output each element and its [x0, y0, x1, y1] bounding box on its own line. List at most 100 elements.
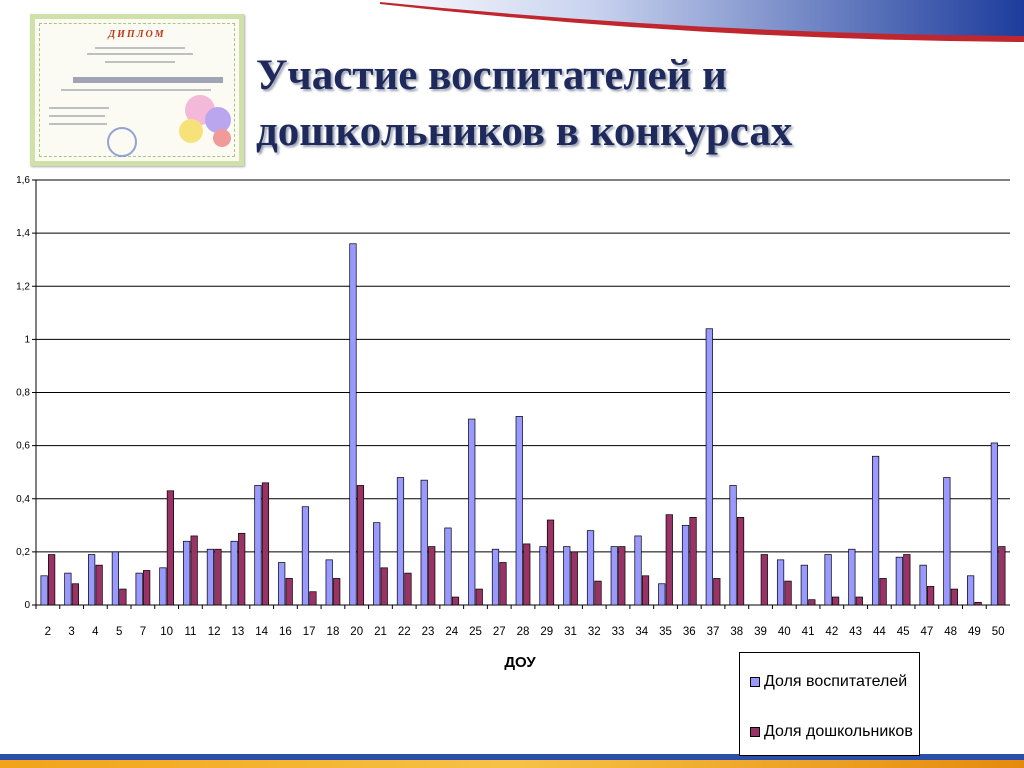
x-tick-label: 14: [255, 626, 268, 638]
bottom-bar-blue: [0, 754, 1024, 760]
x-tick-label: 25: [469, 626, 482, 638]
diploma-image: ДИПЛОМ: [30, 14, 244, 166]
legend-item-educators: Доля воспитателей: [750, 673, 907, 691]
bar-children: [784, 580, 792, 606]
bar-educators: [539, 546, 547, 606]
x-tick-label: 28: [517, 626, 530, 638]
bar-educators: [658, 583, 666, 606]
x-tick-label: 3: [68, 626, 74, 638]
x-tick-label: 23: [422, 626, 435, 638]
bar-educators: [563, 546, 571, 606]
diploma-text-line: [95, 47, 185, 49]
bar-children: [333, 578, 341, 606]
diploma-text-line: [49, 123, 107, 125]
bar-educators: [373, 522, 381, 606]
x-tick-label: 4: [92, 626, 99, 638]
bar-children: [95, 564, 103, 606]
x-tick-label: 20: [350, 626, 363, 638]
x-tick-label: 43: [849, 626, 862, 638]
bar-children: [143, 570, 151, 606]
bar-children: [261, 482, 270, 606]
bar-educators: [515, 416, 523, 606]
bar-children: [71, 583, 79, 606]
slide-title-line2: дошкольников в конкурсах: [256, 108, 793, 155]
x-tick-label: 12: [208, 626, 221, 638]
bar-children: [190, 535, 198, 606]
bar-educators: [800, 564, 808, 606]
diploma-text-line: [49, 107, 109, 109]
top-swoosh-red: [380, 2, 1024, 42]
bar-children: [475, 588, 483, 606]
bar-educators: [990, 442, 998, 606]
bar-educators: [705, 328, 713, 606]
x-tick-label: 10: [160, 626, 173, 638]
diploma-flower: [179, 119, 203, 143]
bar-children: [523, 543, 531, 606]
bar-children: [665, 514, 673, 606]
bar-children: [594, 580, 602, 606]
bar-children: [879, 578, 887, 606]
legend-swatch-educators: [750, 677, 760, 687]
x-tick-label: 38: [730, 626, 743, 638]
bar-children: [736, 516, 745, 606]
x-tick-label: 50: [992, 626, 1005, 638]
x-tick-label: 21: [374, 626, 387, 638]
bar-children: [48, 554, 56, 606]
bar-children: [285, 578, 293, 606]
bar-educators: [111, 551, 119, 606]
slide-title: Участие воспитателей и дошкольников в ко…: [256, 48, 956, 160]
chart-legend: Доля воспитателей Доля дошкольников: [739, 652, 920, 756]
legend-swatch-children: [750, 727, 760, 737]
y-tick-label: 1: [24, 334, 30, 345]
bar-educators: [681, 524, 690, 606]
legend-item-children: Доля дошкольников: [750, 723, 913, 741]
bar-educators: [88, 554, 96, 606]
bar-educators: [468, 418, 476, 606]
x-tick-label: 18: [327, 626, 340, 638]
bar-educators: [301, 506, 310, 606]
bar-educators: [159, 567, 167, 606]
x-tick-label: 2: [45, 626, 51, 638]
bar-chart: 00,20,40,60,811,21,41,62 3 4 5 7 10 11 12 13 14 16…: [16, 175, 1010, 670]
bar-children: [570, 551, 578, 606]
bar-educators: [491, 548, 500, 606]
bar-children: [380, 567, 388, 606]
bar-children: [831, 596, 840, 606]
bar-educators: [444, 527, 452, 606]
legend-label-educators: Доля воспитателей: [764, 673, 908, 690]
y-tick-label: 0,8: [16, 388, 30, 399]
x-tick-label: 13: [232, 626, 245, 638]
bar-children: [166, 490, 175, 606]
bar-educators: [824, 554, 832, 606]
bar-educators: [919, 564, 927, 606]
bar-educators: [871, 455, 880, 606]
y-tick-label: 1,6: [16, 175, 30, 186]
bar-children: [855, 596, 863, 606]
x-tick-label: 35: [659, 626, 672, 638]
y-tick-label: 0,4: [16, 494, 30, 505]
x-tick-label: 34: [635, 626, 648, 638]
bar-children: [451, 596, 460, 606]
bar-educators: [895, 556, 903, 606]
slide-title-line1: Участие воспитателей и: [256, 52, 727, 99]
x-tick-label: 39: [754, 626, 767, 638]
bar-children: [499, 562, 507, 606]
x-tick-label: 7: [140, 626, 146, 638]
bar-educators: [183, 540, 191, 606]
x-tick-label: 40: [778, 626, 791, 638]
diploma-stamp: [107, 127, 137, 157]
x-tick-label: 44: [873, 626, 886, 638]
x-tick-label: 29: [540, 626, 553, 638]
x-tick-label: 37: [707, 626, 720, 638]
bar-educators: [230, 540, 238, 606]
bar-children: [356, 485, 365, 606]
bar-children: [927, 586, 935, 606]
diploma-flower: [205, 107, 231, 133]
x-axis-title: ДОУ: [504, 654, 536, 670]
x-tick-label: 11: [184, 626, 196, 638]
bar-educators: [254, 485, 262, 606]
y-tick-label: 0,2: [16, 547, 30, 558]
bar-children: [214, 548, 222, 606]
bar-children: [713, 578, 721, 606]
diploma-text-line: [105, 61, 175, 63]
